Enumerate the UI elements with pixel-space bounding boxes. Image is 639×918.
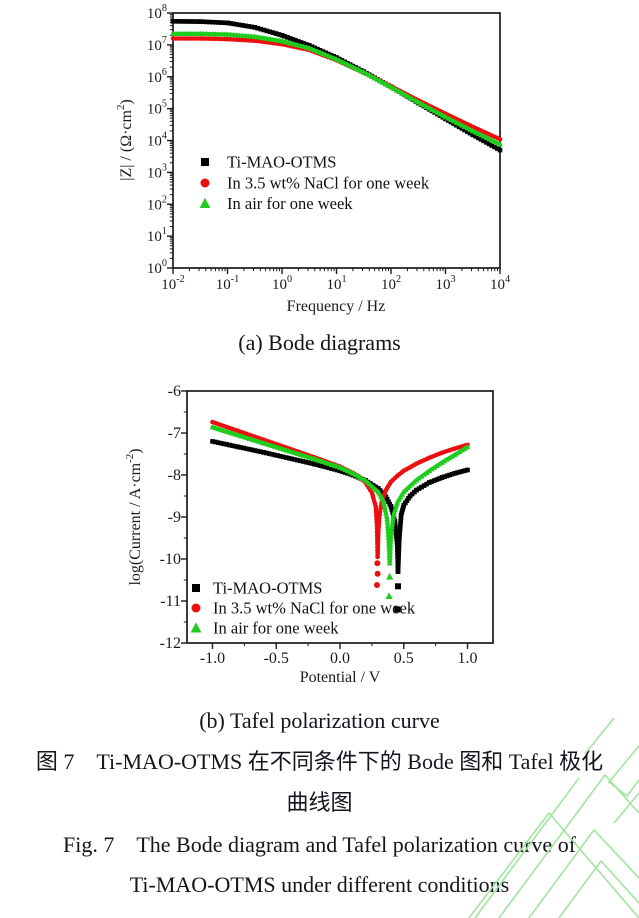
svg-text:106: 106 — [147, 67, 167, 86]
caption-en-line2: Ti-MAO-OTMS under different conditions — [129, 872, 510, 897]
svg-text:103: 103 — [435, 274, 455, 293]
svg-text:-10: -10 — [160, 551, 181, 568]
bode-chart: 10-2 10-1 100 101 102 103 104 100 101 102 103 104 10… — [115, 3, 510, 315]
svg-text:|Z| / (Ω·cm2): |Z| / (Ω·cm2) — [115, 99, 135, 180]
legend-label: In 3.5 wt% NaCl for one week — [213, 599, 416, 618]
caption-b: (b) Tafel polarization curve — [199, 708, 440, 733]
svg-text:100: 100 — [147, 258, 167, 277]
tafel-chart: -1.0 -0.5 0.0 0.5 1.0-6-7-8-9-10-11-12Potent… — [124, 383, 494, 686]
series-triangle — [209, 424, 471, 599]
legend-label: Ti-MAO-OTMS — [227, 153, 336, 172]
legend-label: In air for one week — [227, 194, 353, 213]
svg-text:-7: -7 — [168, 425, 181, 442]
caption-en-line1: Fig. 7 The Bode diagram and Tafel polari… — [62, 832, 577, 857]
svg-text:107: 107 — [147, 35, 167, 54]
axes: 10-2 10-1 100 101 102 103 104 100 101 102 103 104 10… — [147, 3, 510, 293]
svg-text:-11: -11 — [160, 593, 181, 610]
svg-text:101: 101 — [326, 274, 346, 293]
svg-text:100: 100 — [272, 274, 292, 293]
legend-label: In air for one week — [213, 619, 339, 638]
svg-text:0.0: 0.0 — [330, 650, 350, 667]
svg-text:102: 102 — [147, 194, 167, 213]
watermark-line — [468, 811, 639, 918]
svg-text:104: 104 — [147, 131, 167, 150]
svg-text:Frequency / Hz: Frequency / Hz — [287, 298, 386, 315]
svg-text:log(Current / A·cm-2): log(Current / A·cm-2) — [124, 448, 144, 585]
axis-labels: Potential / V log(Current / A·cm-2) — [124, 448, 381, 686]
svg-text:1.0: 1.0 — [458, 650, 478, 667]
svg-text:-12: -12 — [160, 635, 181, 652]
svg-text:101: 101 — [147, 226, 167, 245]
caption-a: (a) Bode diagrams — [238, 330, 401, 355]
series-circle — [210, 419, 470, 589]
svg-text:108: 108 — [147, 3, 167, 22]
series-triangle — [170, 30, 503, 147]
legend-label: Ti-MAO-OTMS — [213, 579, 322, 598]
axes: -1.0 -0.5 0.0 0.5 1.0 -6 -7 -8 -9 -10 -11 -12 — [160, 383, 494, 667]
svg-text:105: 105 — [147, 99, 167, 118]
svg-text:-6: -6 — [168, 383, 181, 400]
svg-text:-0.5: -0.5 — [264, 650, 289, 667]
svg-text:0.5: 0.5 — [394, 650, 414, 667]
svg-text:104: 104 — [490, 274, 510, 293]
axis-labels: Frequency / Hz |Z| / (Ω·cm2) — [115, 99, 385, 315]
svg-text:-1.0: -1.0 — [200, 650, 225, 667]
caption-zh-line1: 图 7 Ti-MAO-OTMS 在不同条件下的 Bode 图和 Tafel 极化 — [35, 749, 604, 774]
caption-zh-line2: 曲线图 — [286, 790, 353, 815]
svg-text:Potential / V: Potential / V — [300, 669, 381, 686]
svg-text:-8: -8 — [168, 467, 181, 484]
svg-text:10-2: 10-2 — [161, 274, 185, 293]
svg-text:102: 102 — [381, 274, 401, 293]
legend-label: In 3.5 wt% NaCl for one week — [227, 174, 430, 193]
svg-text:103: 103 — [147, 162, 167, 181]
legend: Ti-MAO-OTMS In 3.5 wt% NaCl for one weekI… — [199, 153, 430, 213]
svg-text:-9: -9 — [168, 509, 181, 526]
svg-text:10-1: 10-1 — [216, 274, 240, 293]
